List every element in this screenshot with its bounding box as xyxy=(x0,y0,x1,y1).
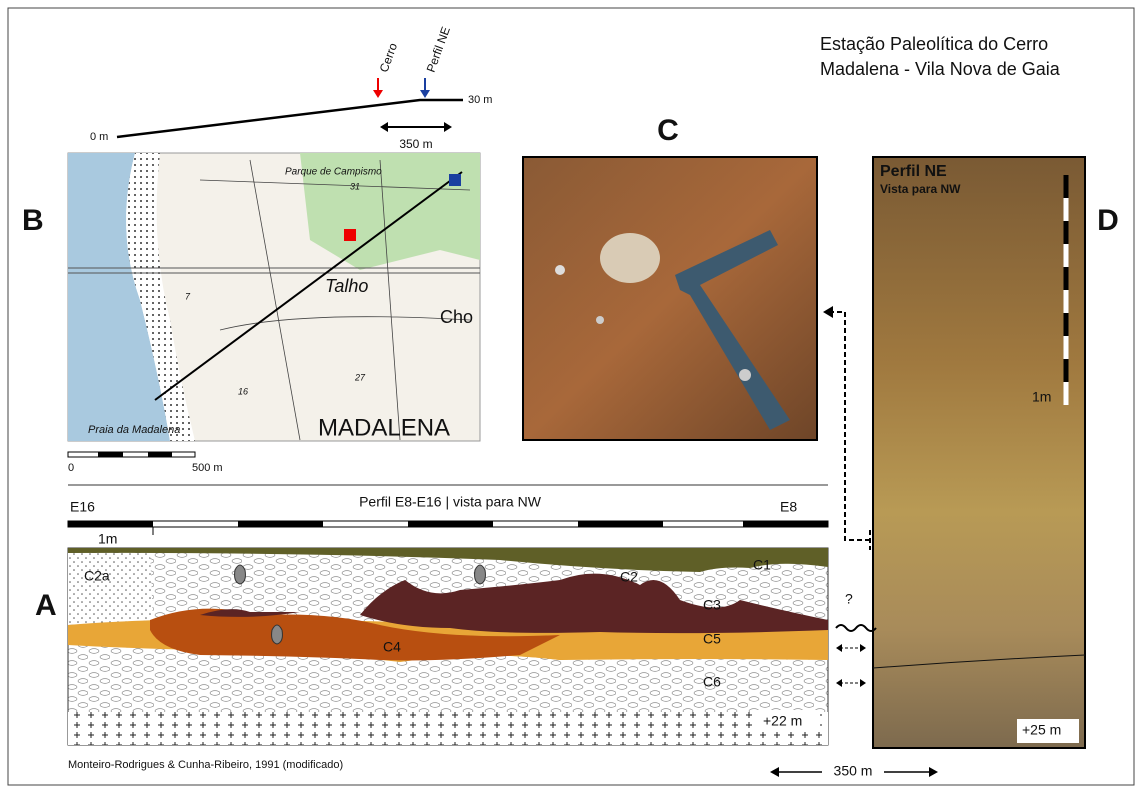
layer-label: +22 m xyxy=(763,713,802,729)
panel-letter: A xyxy=(35,589,57,622)
map-label: 27 xyxy=(354,372,366,382)
profile-label: Cerro xyxy=(377,41,401,74)
question-mark: ? xyxy=(845,591,853,607)
distance-label: 350 m xyxy=(834,763,873,779)
layer-label: C2 xyxy=(620,569,638,585)
map-scale: 500 m xyxy=(192,462,223,474)
title: Estação Paleolítica do Cerro xyxy=(820,34,1048,54)
layer-label: C1 xyxy=(753,557,771,573)
section-title: Perfil E8-E16 | vista para NW xyxy=(359,494,542,510)
layer-label: C2a xyxy=(84,568,110,584)
layer-label: C4 xyxy=(383,639,401,655)
profile-label: 0 m xyxy=(90,131,108,143)
credit: Monteiro-Rodrigues & Cunha-Ribeiro, 1991… xyxy=(68,759,343,771)
section-label: 1m xyxy=(98,531,117,547)
section-label: E8 xyxy=(780,499,797,515)
title: Madalena - Vila Nova de Gaia xyxy=(820,59,1061,79)
profile-label: 30 m xyxy=(468,94,492,106)
section-label: E16 xyxy=(70,499,95,515)
map-label: 16 xyxy=(238,386,248,396)
panel-letter: D xyxy=(1097,204,1119,237)
profile-label: 350 m xyxy=(399,137,432,151)
profile-label: Perfil NE xyxy=(424,25,453,74)
link-arrow xyxy=(823,306,833,318)
map: Parque de Campismo Talho Cho Praia da Ma… xyxy=(67,152,481,474)
topographic-profile: 0 m 30 m Cerro Perfil NE 350 m xyxy=(90,25,492,151)
section: Perfil E8-E16 | vista para NW E16 E8 1m … xyxy=(67,484,877,771)
photo-label: +25 m xyxy=(1022,722,1061,738)
photo-label: Perfil NE xyxy=(880,163,947,180)
link-arrow xyxy=(832,311,871,550)
map-label: Cho xyxy=(440,307,473,327)
map-label: Talho xyxy=(325,276,368,296)
frame xyxy=(7,7,1135,786)
panel-letter: C xyxy=(657,114,679,147)
layer-label: C5 xyxy=(703,631,721,647)
map-label: 7 xyxy=(185,291,191,301)
map-label: 31 xyxy=(350,181,360,191)
layer-label: C6 xyxy=(703,674,721,690)
photo-c xyxy=(522,156,818,441)
photo-d: Perfil NE Vista para NW 1m +25 m xyxy=(872,156,1086,749)
panel-letter: B xyxy=(22,204,44,237)
photo-label: 1m xyxy=(1032,389,1051,405)
photo-label: Vista para NW xyxy=(880,182,961,196)
layer-label: C3 xyxy=(703,597,721,613)
map-label: MADALENA xyxy=(318,414,450,441)
map-label: Parque de Campismo xyxy=(285,167,382,178)
map-label: Praia da Madalena xyxy=(88,424,180,436)
map-scale: 0 xyxy=(68,462,74,474)
